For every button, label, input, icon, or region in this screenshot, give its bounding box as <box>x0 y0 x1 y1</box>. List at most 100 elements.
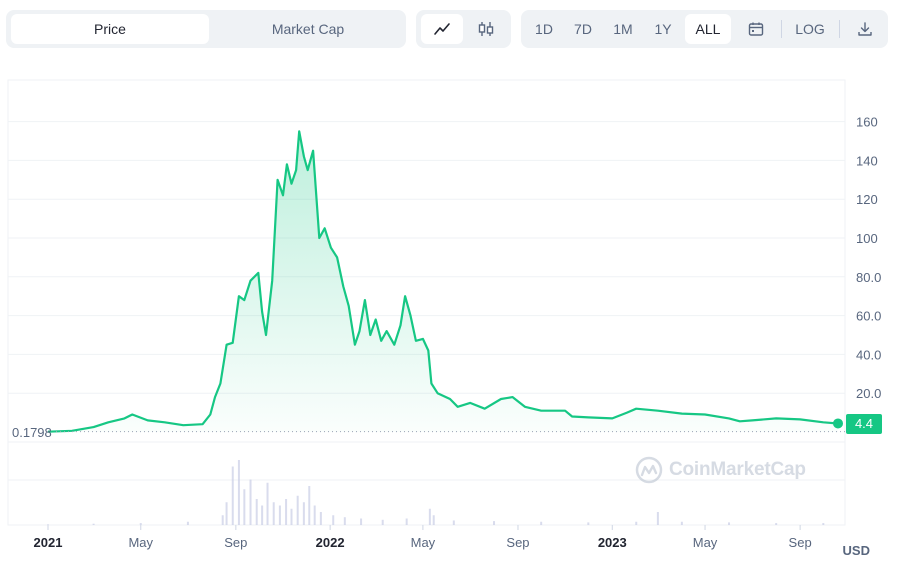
tab-market-cap[interactable]: Market Cap <box>271 21 345 37</box>
download-button[interactable] <box>846 14 884 44</box>
range-1m-button[interactable]: 1M <box>613 21 633 37</box>
y-tick-label: 140 <box>856 153 878 168</box>
volume-bar <box>237 460 240 525</box>
range-1y-button[interactable]: 1Y <box>654 21 672 37</box>
volume-bar <box>319 512 322 525</box>
price-point <box>306 169 309 172</box>
range-all-button[interactable]: ALL <box>685 14 731 44</box>
range-1d-button[interactable]: 1D <box>535 21 553 37</box>
y-tick-label: 20.0 <box>856 386 881 401</box>
price-point <box>427 349 430 352</box>
volume-bar <box>452 520 455 525</box>
volume-bar <box>92 523 95 525</box>
volume-bar <box>822 523 825 525</box>
volume-bar <box>343 517 346 525</box>
x-tick-label: 2023 <box>598 535 627 550</box>
price-point <box>209 413 212 416</box>
price-point <box>414 339 417 342</box>
price-point <box>249 279 252 282</box>
price-point <box>231 341 234 344</box>
volume-bar <box>635 521 638 525</box>
price-point <box>363 299 366 302</box>
price-point <box>775 417 778 420</box>
volume-bar <box>302 502 305 525</box>
range-7d-button[interactable]: 7D <box>574 21 592 37</box>
volume-bar <box>360 518 363 525</box>
current-price-tag: 4.4 <box>846 414 882 434</box>
volume-bar <box>775 523 778 525</box>
price-point <box>448 398 451 401</box>
price-point <box>611 417 614 420</box>
price-point <box>822 421 825 424</box>
y-tick-label: 120 <box>856 192 878 207</box>
log-scale-button[interactable]: LOG <box>795 21 825 37</box>
volume-bar <box>656 512 659 525</box>
volume-bar <box>225 502 228 525</box>
date-range-button[interactable] <box>737 14 775 44</box>
volume-bar <box>432 515 435 525</box>
x-tick-label: Sep <box>224 535 247 550</box>
price-point <box>92 426 95 429</box>
volume-bar <box>290 508 293 525</box>
line-chart-icon <box>434 23 450 35</box>
volume-bar <box>540 521 543 525</box>
price-point <box>201 423 204 426</box>
line-chart-button[interactable] <box>421 14 463 44</box>
price-point <box>358 330 361 333</box>
price-point <box>799 418 802 421</box>
price-point <box>421 337 424 340</box>
price-point <box>571 415 574 418</box>
toolbar-divider <box>839 20 840 38</box>
tab-price[interactable]: Price <box>11 14 209 44</box>
volume-bar <box>186 521 189 525</box>
price-point <box>271 279 274 282</box>
price-point <box>587 416 590 419</box>
volume-bar <box>587 522 590 525</box>
price-point <box>436 392 439 395</box>
price-point <box>276 178 279 181</box>
volume-bar <box>47 524 49 525</box>
price-point <box>540 409 543 412</box>
watermark-text: CoinMarketCap <box>669 459 806 480</box>
volume-bar <box>255 499 258 525</box>
y-tick-label: 100 <box>856 231 878 246</box>
price-point <box>237 295 240 298</box>
price-point <box>329 246 332 249</box>
price-point <box>298 130 301 133</box>
price-point <box>374 318 377 321</box>
x-tick-label: May <box>411 535 436 550</box>
x-tick-label: Sep <box>506 535 529 550</box>
candlestick-button[interactable] <box>465 14 507 44</box>
price-point <box>483 407 486 410</box>
volume-bar <box>728 522 731 525</box>
coinmarketcap-watermark: CoinMarketCap <box>635 455 806 485</box>
volume-bar <box>272 502 275 525</box>
volume-bar <box>249 479 252 525</box>
x-tick-label: Sep <box>789 535 812 550</box>
price-point <box>70 429 73 432</box>
volume-bar <box>231 466 234 525</box>
range-toolbar: 1D 7D 1M 1Y ALL LOG <box>521 10 888 48</box>
price-point <box>369 334 372 337</box>
price-point <box>131 413 134 416</box>
price-point <box>225 343 228 346</box>
price-point <box>404 295 407 298</box>
price-point <box>738 420 741 423</box>
price-point <box>456 405 459 408</box>
price-point <box>511 396 514 399</box>
price-point <box>264 334 267 337</box>
price-point <box>257 271 260 274</box>
x-tick-label: 2022 <box>316 535 345 550</box>
price-point <box>393 343 396 346</box>
start-price-label: 0.1798 <box>12 425 52 440</box>
price-point <box>564 409 567 412</box>
price-point <box>430 382 433 385</box>
price-point <box>499 398 502 401</box>
price-point <box>107 421 110 424</box>
currency-label: USD <box>842 543 870 558</box>
volume-bar <box>266 482 269 525</box>
download-icon <box>858 22 872 36</box>
volume-bar <box>308 486 311 525</box>
candlestick-icon <box>478 22 494 36</box>
